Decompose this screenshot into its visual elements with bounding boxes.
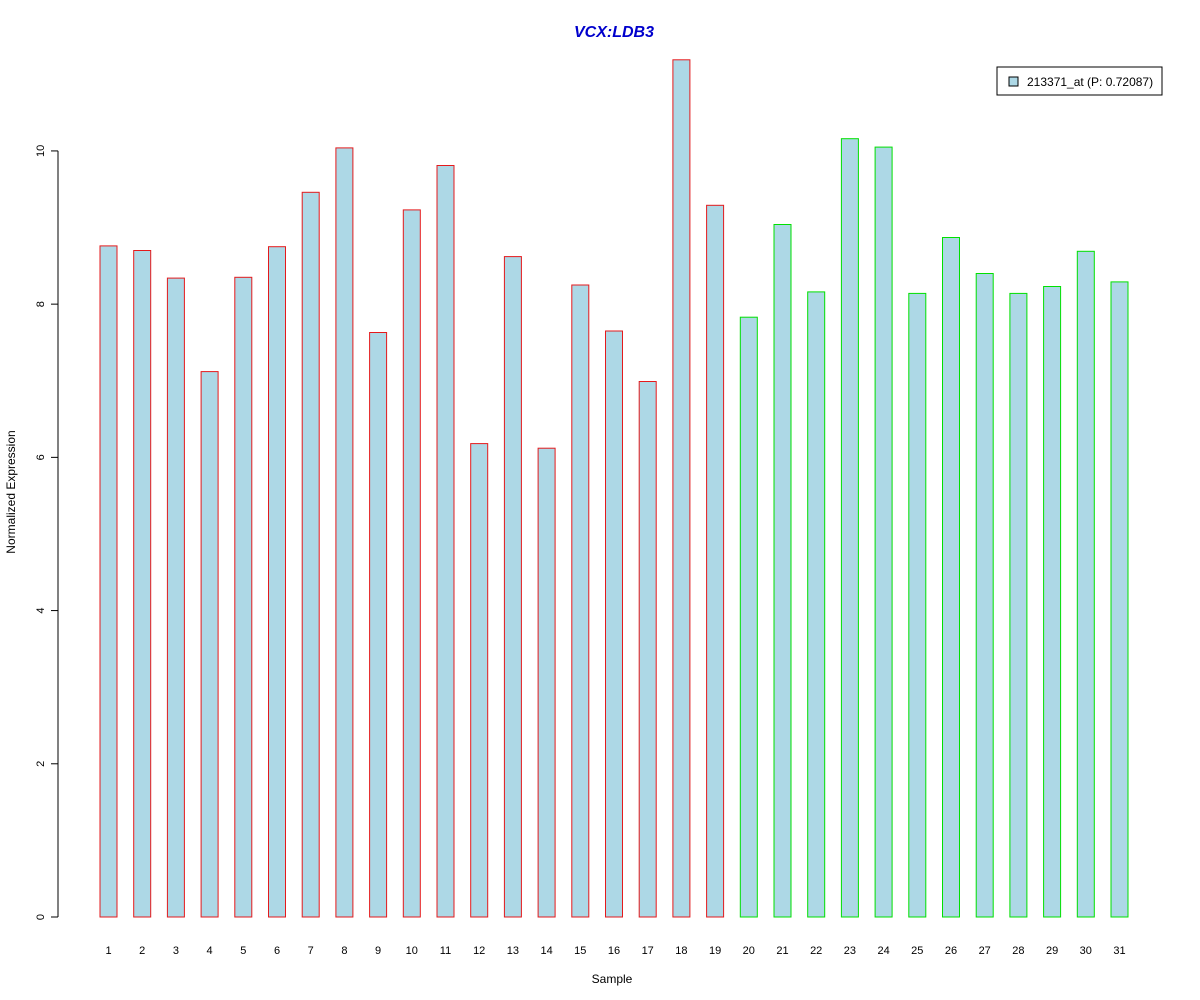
bar-sample-20 [739,316,758,918]
bar-group [99,59,1129,918]
bar-sample-13 [503,256,522,918]
x-tick-label: 13 [507,945,519,957]
bar-sample-10 [402,209,421,918]
x-tick-label: 8 [341,945,347,957]
x-tick-label: 11 [440,945,451,957]
x-tick-label: 22 [810,945,822,957]
x-tick-label: 5 [240,945,246,957]
x-tick-label: 6 [274,945,280,957]
bar-sample-11 [436,165,455,918]
chart-title: VCX:LDB3 [574,24,654,41]
x-tick-label: 1 [105,945,111,957]
x-tick-label: 4 [207,945,213,957]
x-tick-label: 2 [139,945,145,957]
bar-sample-26 [942,237,960,918]
bar-sample-9 [369,332,388,918]
bar-sample-17 [638,381,657,918]
bar-sample-30 [1076,250,1095,918]
bar-sample-5 [234,276,253,918]
bar-sample-23 [840,138,859,918]
y-axis-label: Normalized Expression [4,430,18,553]
x-tick-label: 14 [540,945,552,957]
x-tick-label: 16 [608,945,620,957]
x-tick-label: 20 [743,945,755,957]
bar-sample-22 [807,291,826,918]
legend-entry-label: 213371_at (P: 0.72087) [1027,75,1153,89]
bar-sample-16 [605,330,623,918]
bar-sample-21 [773,224,792,918]
x-tick-label: 25 [911,945,923,957]
y-tick-label: 8 [35,301,47,307]
y-tick-label: 4 [35,608,47,614]
bar-sample-29 [1043,286,1062,918]
legend-box [996,66,1163,96]
y-tick-label: 10 [35,145,47,157]
bar-sample-28 [1009,292,1028,918]
bar-sample-4 [200,371,219,918]
x-tick-label: 3 [173,945,179,957]
x-tick-label: 30 [1080,945,1092,957]
x-tick-label: 7 [308,945,314,957]
x-tick-label: 15 [574,945,586,957]
bar-sample-18 [672,59,691,918]
x-tick-label: 10 [406,945,418,957]
bar-sample-2 [133,250,152,918]
y-tick-label: 0 [35,914,47,920]
y-tick-label: 6 [35,454,47,460]
bar-sample-27 [975,273,994,918]
bar-sample-19 [706,204,725,918]
bar-sample-7 [301,191,320,918]
x-tick-label: 12 [473,945,485,957]
x-tick-label: 9 [375,945,381,957]
y-tick-label: 2 [35,761,47,767]
y-axis: 0 2 4 6 8 10 [35,145,59,920]
bar-sample-31 [1110,281,1129,918]
bar-sample-14 [537,447,556,918]
bar-sample-24 [874,146,893,918]
x-tick-label: 29 [1046,945,1058,957]
bar-sample-3 [166,277,185,918]
x-tick-label: 19 [709,945,721,957]
x-axis-label: Sample [592,972,633,986]
bar-sample-8 [335,147,354,918]
legend-swatch [1008,76,1019,87]
bar-sample-1 [99,245,118,918]
bar-sample-15 [571,284,590,918]
x-axis-tick-labels: 1 2 3 4 5 6 7 8 9 10 11 12 13 14 15 16 17 18 19 20 21 22 23 24 2… [105,945,1125,957]
x-tick-label: 21 [776,945,788,957]
x-tick-label: 31 [1113,945,1125,957]
x-tick-label: 24 [877,945,889,957]
x-tick-label: 18 [675,945,687,957]
bar-sample-6 [268,246,286,918]
bar-sample-25 [908,292,927,918]
bar-sample-12 [470,443,489,918]
x-tick-label: 23 [844,945,856,957]
legend: 213371_at (P: 0.72087) [996,66,1163,96]
x-tick-label: 27 [979,945,991,957]
x-tick-label: 26 [945,945,957,957]
x-tick-label: 17 [642,945,654,957]
x-tick-label: 28 [1012,945,1024,957]
